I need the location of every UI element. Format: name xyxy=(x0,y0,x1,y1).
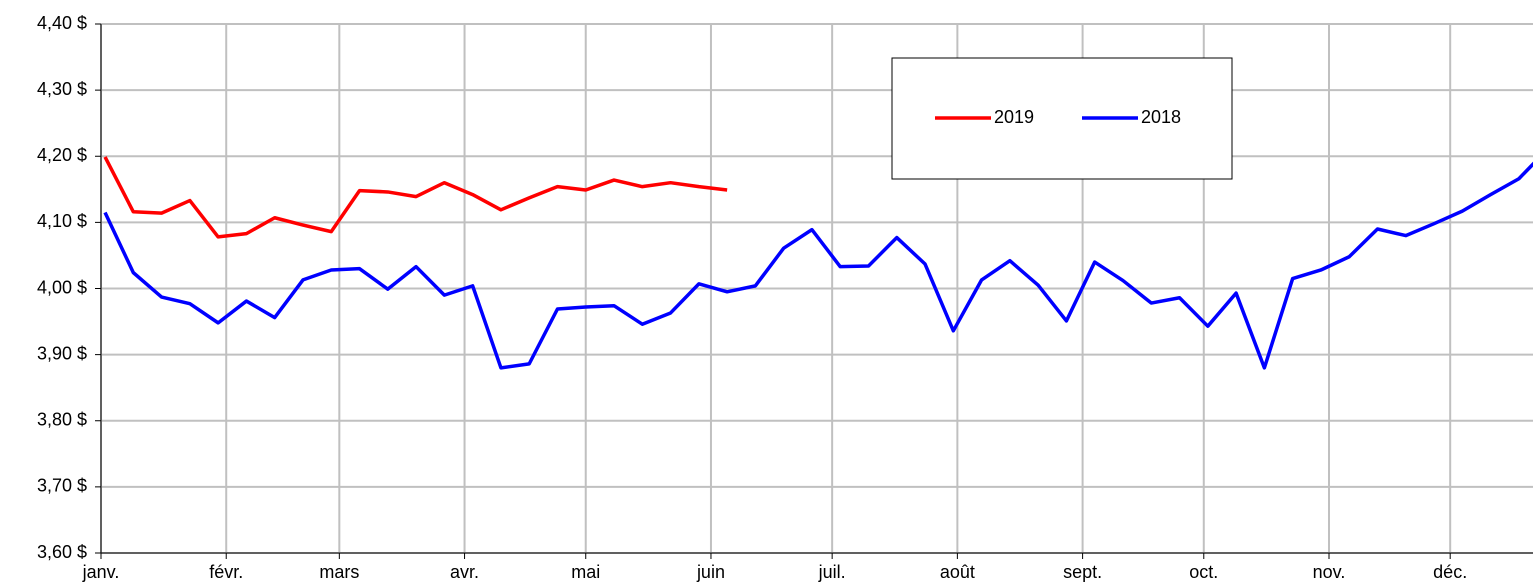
x-tick-label: juil. xyxy=(818,562,846,582)
x-tick-label: mai xyxy=(571,562,600,582)
x-tick-label: avr. xyxy=(450,562,479,582)
y-tick-label: 4,30 $ xyxy=(37,79,87,99)
y-tick-label: 3,90 $ xyxy=(37,343,87,363)
x-tick-label: déc. xyxy=(1433,562,1467,582)
x-tick-label: mars xyxy=(319,562,359,582)
plot-lines xyxy=(103,156,1533,370)
y-tick-label: 3,80 $ xyxy=(37,410,87,430)
legend-label: 2018 xyxy=(1141,107,1181,127)
x-tick-label: nov. xyxy=(1313,562,1346,582)
y-tick-label: 3,60 $ xyxy=(37,542,87,562)
x-tick-label: juin xyxy=(696,562,725,582)
y-tick-label: 4,00 $ xyxy=(37,277,87,297)
x-tick-label: oct. xyxy=(1189,562,1218,582)
legend: 2019 2018 xyxy=(891,57,1233,180)
y-tick-label: 3,70 $ xyxy=(37,476,87,496)
x-tick-label: sept. xyxy=(1063,562,1102,582)
grid xyxy=(100,23,1533,554)
x-tick-label: janv. xyxy=(82,562,120,582)
legend-label: 2019 xyxy=(994,107,1034,127)
y-tick-label: 4,10 $ xyxy=(37,211,87,231)
x-tick-label: août xyxy=(940,562,975,582)
series-line xyxy=(103,161,1533,370)
series-line xyxy=(103,156,728,239)
y-tick-label: 4,20 $ xyxy=(37,145,87,165)
y-tick-label: 4,40 $ xyxy=(37,13,87,33)
x-tick-label: févr. xyxy=(209,562,243,582)
axes: 3,60 $ 3,70 $ 3,80 $ 3,90 $ 4,00 $ 4,10 $ 4,20… xyxy=(37,13,1533,582)
